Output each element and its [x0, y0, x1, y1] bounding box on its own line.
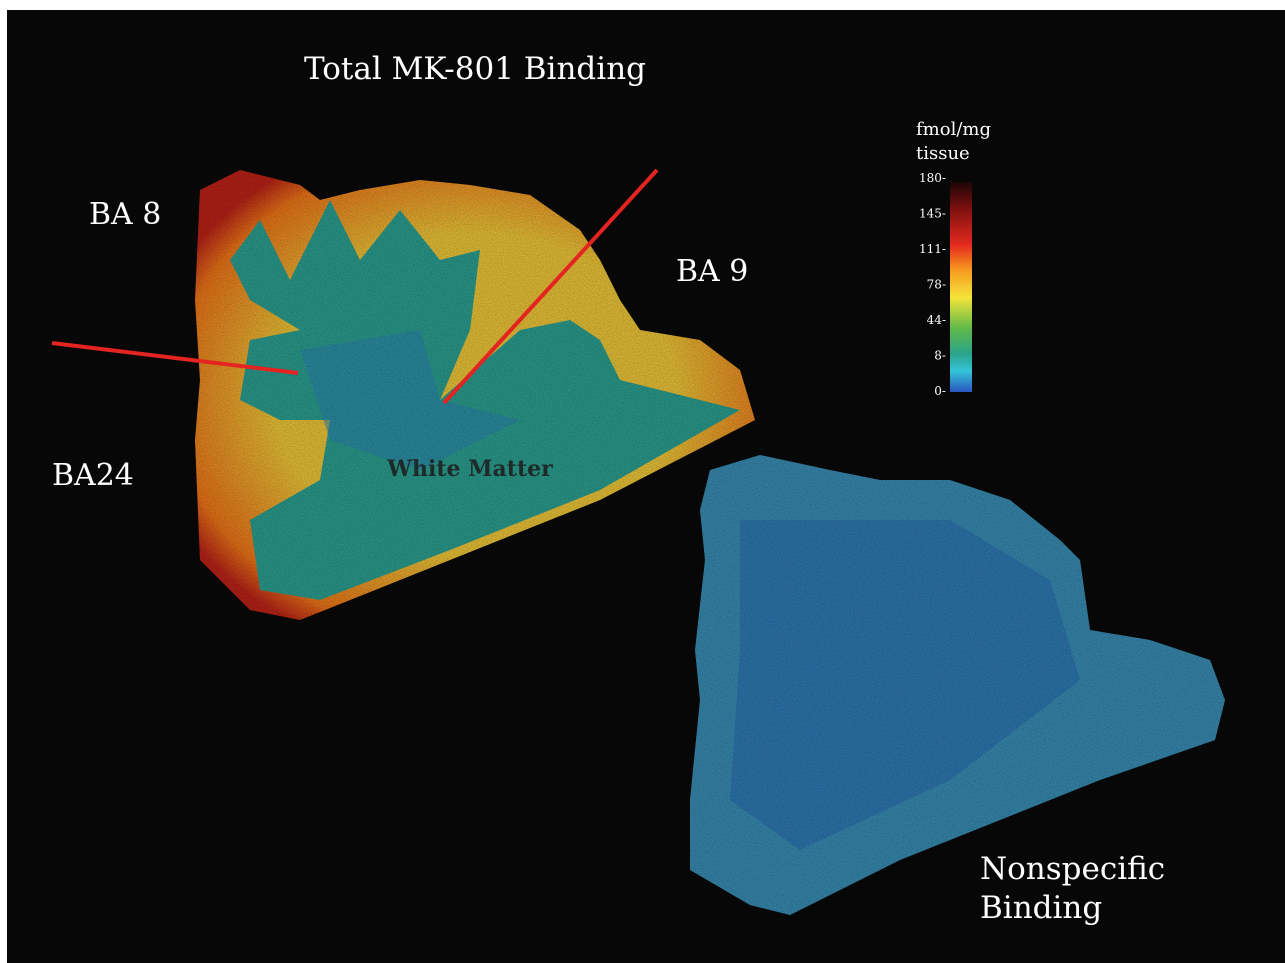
- colorbar-tick-label: 8-: [934, 349, 946, 363]
- colorbar-tick-label: 180-: [919, 171, 946, 185]
- colorbar-title: fmol/mg: [916, 119, 991, 140]
- region-label: BA 9: [676, 254, 748, 289]
- colorbar-tick-label: 0-: [934, 384, 946, 398]
- white-matter-label: White Matter: [386, 456, 553, 482]
- colorbar: [950, 182, 972, 392]
- colorbar-title: tissue: [916, 143, 970, 164]
- figure: Total MK-801 Binding BA 8 BA 9 BA24 Whit…: [0, 0, 1285, 963]
- colorbar-tick-label: 78-: [927, 278, 946, 292]
- region-label: BA 8: [89, 197, 161, 232]
- colorbar-tick-label: 44-: [927, 313, 946, 327]
- colorbar-tick-label: 111-: [919, 242, 946, 256]
- figure-title: Total MK-801 Binding: [304, 51, 646, 87]
- nonspecific-label: Nonspecific: [980, 851, 1165, 887]
- region-label: BA24: [52, 458, 134, 493]
- colorbar-tick-label: 145-: [919, 207, 946, 221]
- nonspecific-label: Binding: [980, 890, 1102, 926]
